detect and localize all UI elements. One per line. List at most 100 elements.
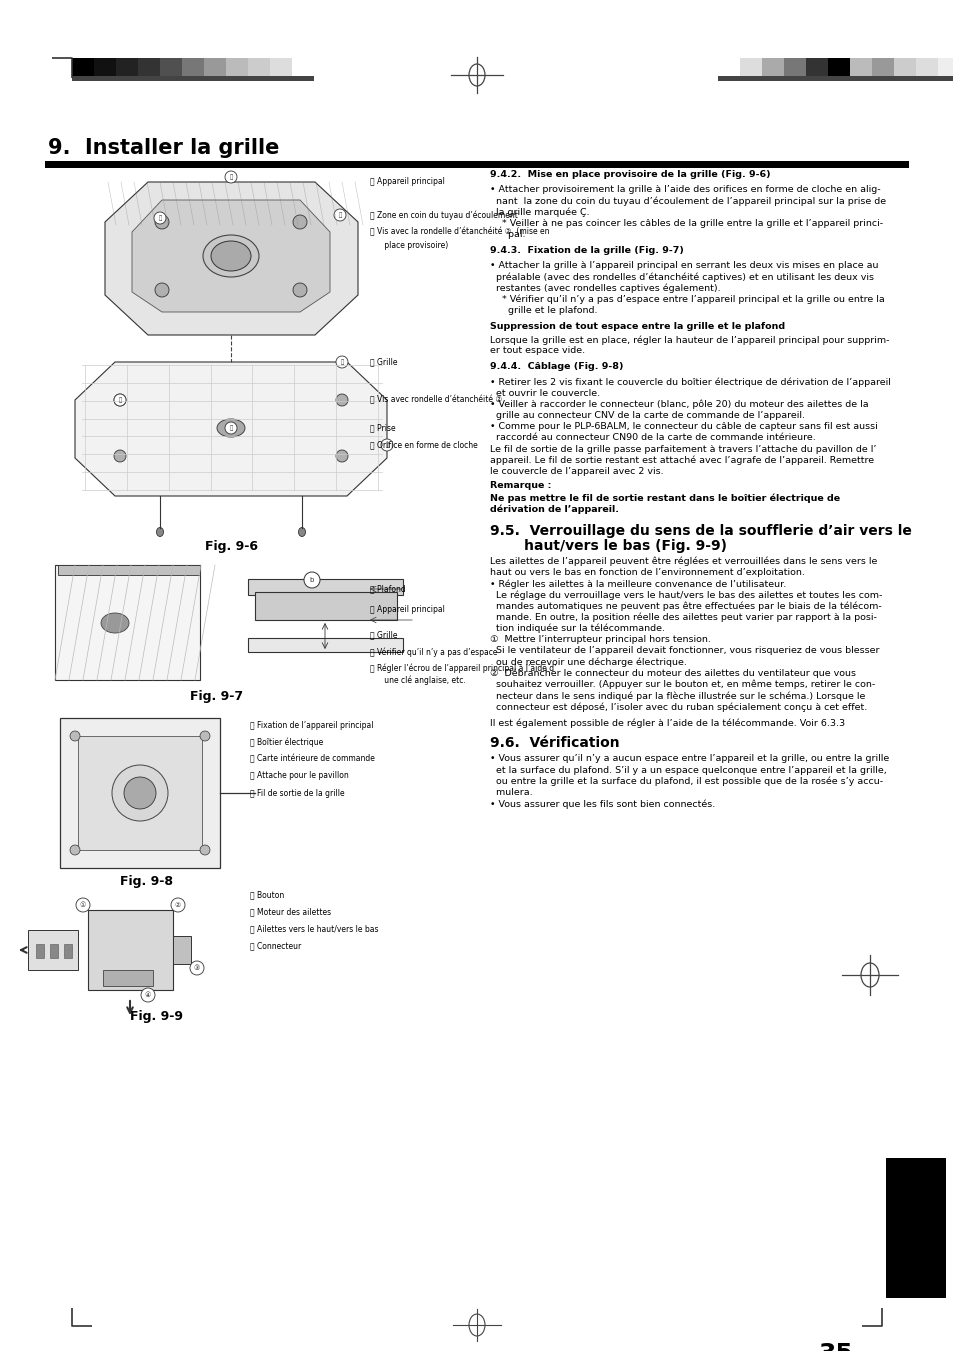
Text: tion indiquée sur la télécommande.: tion indiquée sur la télécommande. xyxy=(490,624,664,634)
Circle shape xyxy=(293,215,307,230)
Text: er tout espace vide.: er tout espace vide. xyxy=(490,346,584,355)
Text: • Retirer les 2 vis fixant le couvercle du boîtier électrique de dérivation de l: • Retirer les 2 vis fixant le couvercle … xyxy=(490,377,890,386)
Text: Ⓕ Vis avec rondelle d’étanchéité ②: Ⓕ Vis avec rondelle d’étanchéité ② xyxy=(370,396,501,404)
Ellipse shape xyxy=(156,527,163,536)
Circle shape xyxy=(113,394,126,407)
Text: Ⓐ Bouton: Ⓐ Bouton xyxy=(250,890,284,900)
Bar xyxy=(248,580,402,594)
Text: b: b xyxy=(310,577,314,584)
Bar xyxy=(182,58,204,76)
Text: Ne pas mettre le fil de sortie restant dans le boîtier électrique de: Ne pas mettre le fil de sortie restant d… xyxy=(490,493,840,503)
Text: Ⓓ Connecteur: Ⓓ Connecteur xyxy=(250,942,301,951)
Bar xyxy=(248,638,402,653)
Ellipse shape xyxy=(298,527,305,536)
Text: Ⓓ Attache pour le pavillon: Ⓓ Attache pour le pavillon xyxy=(250,771,349,781)
Text: haut ou vers le bas en fonction de l’environnement d’exploitation.: haut ou vers le bas en fonction de l’env… xyxy=(490,567,804,577)
Bar xyxy=(116,58,138,76)
Text: appareil. Le fil de sortie restant est attaché avec l’agrafe de l’appareil. Reme: appareil. Le fil de sortie restant est a… xyxy=(490,455,873,465)
Bar xyxy=(805,58,827,76)
Text: grille au connecteur CNV de la carte de commande de l’appareil.: grille au connecteur CNV de la carte de … xyxy=(490,411,804,420)
Text: Ⓒ: Ⓒ xyxy=(158,215,161,220)
Text: Ⓐ Appareil principal: Ⓐ Appareil principal xyxy=(370,177,444,186)
Text: Ⓗ Orifice en forme de cloche: Ⓗ Orifice en forme de cloche xyxy=(370,440,477,450)
Bar xyxy=(64,944,71,958)
Text: Si le ventilateur de l’appareil devait fonctionner, vous risqueriez de vous bles: Si le ventilateur de l’appareil devait f… xyxy=(490,646,879,655)
Bar xyxy=(740,58,761,76)
Circle shape xyxy=(124,777,156,809)
Bar xyxy=(226,58,248,76)
Text: Ⓐ: Ⓐ xyxy=(229,174,233,180)
Text: le couvercle de l’appareil avec 2 vis.: le couvercle de l’appareil avec 2 vis. xyxy=(490,467,663,476)
Circle shape xyxy=(200,731,210,740)
Text: Il est également possible de régler à l’aide de la télécommande. Voir 6.3.3: Il est également possible de régler à l’… xyxy=(490,719,844,728)
Bar xyxy=(36,944,44,958)
Bar xyxy=(783,58,805,76)
Bar xyxy=(71,76,314,81)
Circle shape xyxy=(113,450,126,462)
Text: mande. En outre, la position réelle des ailettes peut varier par rapport à la po: mande. En outre, la position réelle des … xyxy=(490,612,876,621)
Circle shape xyxy=(154,282,169,297)
Text: raccordé au connecteur CN90 de la carte de commande intérieure.: raccordé au connecteur CN90 de la carte … xyxy=(490,434,815,442)
Text: 9.  Installer la grille: 9. Installer la grille xyxy=(48,138,279,158)
Circle shape xyxy=(380,439,393,451)
Bar xyxy=(138,58,160,76)
Circle shape xyxy=(70,731,80,740)
Text: * Veiller à ne pas coincer les câbles de la grille entre la grille et l’appareil: * Veiller à ne pas coincer les câbles de… xyxy=(490,219,882,227)
Text: ④: ④ xyxy=(145,992,151,998)
Text: Ⓖ: Ⓖ xyxy=(385,442,388,447)
Bar xyxy=(718,58,740,76)
Text: Ⓔ Fil de sortie de la grille: Ⓔ Fil de sortie de la grille xyxy=(250,789,344,797)
Bar xyxy=(718,76,953,81)
Text: 9.4.3.  Fixation de la grille (Fig. 9-7): 9.4.3. Fixation de la grille (Fig. 9-7) xyxy=(490,246,683,255)
Text: necteur dans le sens indiqué par la flèche illustrée sur le schéma.) Lorsque le: necteur dans le sens indiqué par la flèc… xyxy=(490,690,864,701)
Polygon shape xyxy=(105,182,357,335)
Text: • Vous assurer que les fils sont bien connectés.: • Vous assurer que les fils sont bien co… xyxy=(490,800,715,809)
Text: Ⓒ Zone en coin du tuyau d’écoulement: Ⓒ Zone en coin du tuyau d’écoulement xyxy=(370,211,517,220)
Circle shape xyxy=(334,209,346,222)
Text: mandes automatiques ne peuvent pas être effectuées par le biais de la télécom-: mandes automatiques ne peuvent pas être … xyxy=(490,601,881,611)
Text: pal.: pal. xyxy=(490,230,525,239)
Text: Ⓓ: Ⓓ xyxy=(340,359,343,365)
Circle shape xyxy=(171,898,185,912)
Text: Ⓒ Carte intérieure de commande: Ⓒ Carte intérieure de commande xyxy=(250,754,375,763)
Text: Ⓑ Moteur des ailettes: Ⓑ Moteur des ailettes xyxy=(250,908,331,916)
Text: Ⓔ: Ⓔ xyxy=(118,397,121,403)
Text: Ⓒ Ailettes vers le haut/vers le bas: Ⓒ Ailettes vers le haut/vers le bas xyxy=(250,924,378,934)
Bar xyxy=(915,58,937,76)
Bar xyxy=(103,970,152,986)
Circle shape xyxy=(335,394,348,407)
Polygon shape xyxy=(28,929,78,970)
Polygon shape xyxy=(172,936,191,965)
Text: place provisoire): place provisoire) xyxy=(370,240,448,250)
Bar xyxy=(827,58,849,76)
Text: • Attacher provisoirement la grille à l’aide des orifices en forme de cloche en : • Attacher provisoirement la grille à l’… xyxy=(490,185,880,195)
Text: la grille marquée Ç.: la grille marquée Ç. xyxy=(490,208,589,218)
Text: Ⓓ Vis avec la rondelle d’étanchéité ②  (mise en: Ⓓ Vis avec la rondelle d’étanchéité ② (m… xyxy=(370,227,549,236)
Text: ou de recevoir une décharge électrique.: ou de recevoir une décharge électrique. xyxy=(490,658,686,667)
Text: mulera.: mulera. xyxy=(490,788,532,797)
Polygon shape xyxy=(132,200,330,312)
Text: Ⓖ Prise: Ⓖ Prise xyxy=(370,423,395,432)
Circle shape xyxy=(154,215,169,230)
Circle shape xyxy=(200,844,210,855)
Circle shape xyxy=(190,961,204,975)
Text: dérivation de l’appareil.: dérivation de l’appareil. xyxy=(490,504,618,513)
Text: Fig. 9-7: Fig. 9-7 xyxy=(190,690,243,703)
Text: 9.4.2.  Mise en place provisoire de la grille (Fig. 9-6): 9.4.2. Mise en place provisoire de la gr… xyxy=(490,170,770,178)
Text: Ⓑ Boîtier électrique: Ⓑ Boîtier électrique xyxy=(250,738,323,747)
Bar xyxy=(50,944,58,958)
Text: Ⓑ: Ⓑ xyxy=(338,212,341,218)
Text: et la surface du plafond. S’il y a un espace quelconque entre l’appareil et la g: et la surface du plafond. S’il y a un es… xyxy=(490,766,886,774)
Circle shape xyxy=(304,571,319,588)
Text: Ⓔ Régler l’écrou de l’appareil principal à l’aide d’: Ⓔ Régler l’écrou de l’appareil principal… xyxy=(370,663,556,673)
Bar xyxy=(270,58,292,76)
Text: Ⓐ Fixation de l’appareil principal: Ⓐ Fixation de l’appareil principal xyxy=(250,720,374,730)
Circle shape xyxy=(70,844,80,855)
Text: grille et le plafond.: grille et le plafond. xyxy=(490,305,597,315)
Text: * Vérifier qu’il n’y a pas d’espace entre l’appareil principal et la grille ou e: * Vérifier qu’il n’y a pas d’espace entr… xyxy=(490,295,883,304)
Bar xyxy=(160,58,182,76)
Text: Suppression de tout espace entre la grille et le plafond: Suppression de tout espace entre la gril… xyxy=(490,322,784,331)
Circle shape xyxy=(76,898,90,912)
Text: • Veiller à raccorder le connecteur (blanc, pôle 20) du moteur des ailettes de l: • Veiller à raccorder le connecteur (bla… xyxy=(490,400,868,409)
Text: Fig. 9-8: Fig. 9-8 xyxy=(120,875,172,888)
